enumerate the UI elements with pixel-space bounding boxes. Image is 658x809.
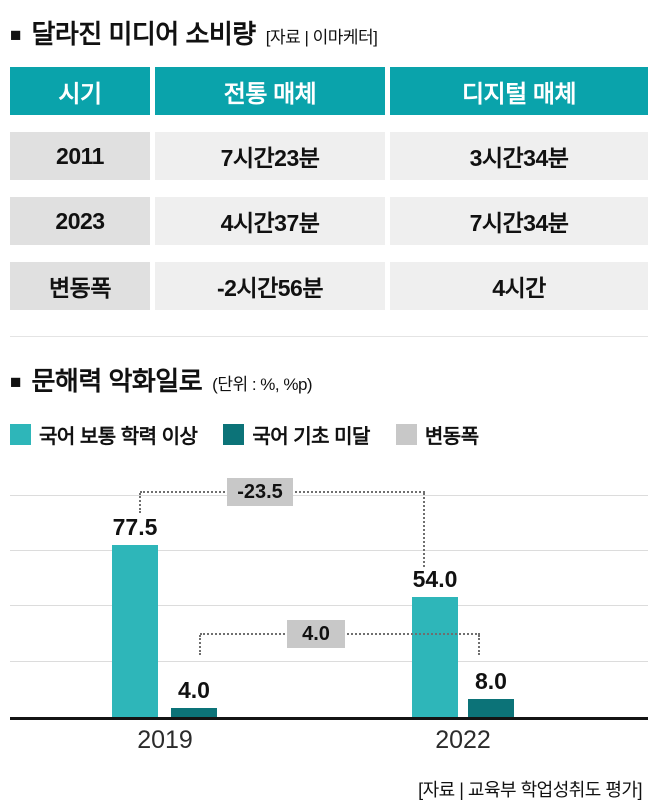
annotation-mid-right-stub bbox=[478, 635, 480, 655]
bar-group-2019-normal: 77.5 bbox=[112, 495, 158, 717]
chart-plot-area: 77.5 4.0 54.0 8.0 -23.5 bbox=[10, 478, 648, 717]
square-bullet-icon: ■ bbox=[10, 25, 22, 46]
bar-2019-below-basic bbox=[171, 708, 217, 717]
table-cell-change-traditional: -2시간56분 bbox=[155, 262, 385, 310]
annotation-mid-left-stub bbox=[199, 635, 201, 655]
legend-swatch-gray bbox=[395, 424, 417, 445]
section1-source-label: [자료 | 이마케터] bbox=[265, 28, 378, 47]
literacy-bar-chart: 77.5 4.0 54.0 8.0 -23.5 bbox=[10, 478, 648, 720]
gridline-75 bbox=[10, 549, 648, 551]
bar-2022-below-basic bbox=[468, 699, 514, 717]
section-divider bbox=[10, 336, 648, 337]
gridline-25 bbox=[10, 660, 648, 662]
bar-2019-normal bbox=[112, 544, 158, 717]
legend-item-change: 변동폭 bbox=[395, 420, 479, 449]
annotation-top-left-stub bbox=[139, 493, 141, 513]
bar-value-label: 8.0 bbox=[475, 668, 507, 695]
bar-2022-normal bbox=[412, 597, 458, 717]
annotation-change-below-basic: 4.0 bbox=[287, 620, 345, 648]
x-label-2019: 2019 bbox=[137, 726, 193, 754]
x-label-2022: 2022 bbox=[435, 726, 491, 754]
table-cell-2023-digital: 7시간34분 bbox=[390, 197, 648, 245]
table-cell-2011-digital: 3시간34분 bbox=[390, 132, 648, 180]
gridline-50 bbox=[10, 605, 648, 606]
table-row-label-2011: 2011 bbox=[10, 132, 150, 180]
legend-swatch-dark-teal bbox=[223, 424, 245, 445]
x-axis-baseline bbox=[10, 717, 648, 720]
bar-value-label: 77.5 bbox=[112, 513, 158, 540]
legend-label: 국어 보통 학력 이상 bbox=[39, 426, 198, 448]
chart-legend: 국어 보통 학력 이상 국어 기초 미달 변동폭 bbox=[10, 420, 648, 449]
table-cell-2023-traditional: 4시간37분 bbox=[155, 197, 385, 245]
table-cell-2011-traditional: 7시간23분 bbox=[155, 132, 385, 180]
table-row-label-2023: 2023 bbox=[10, 197, 150, 245]
table-header-digital: 디지털 매체 bbox=[390, 67, 648, 115]
table-header-traditional: 전통 매체 bbox=[155, 67, 385, 115]
legend-swatch-light-teal bbox=[10, 424, 31, 445]
annotation-change-normal: -23.5 bbox=[227, 478, 293, 506]
gridline-100 bbox=[10, 495, 648, 496]
legend-item-below-basic: 국어 기초 미달 bbox=[223, 420, 370, 449]
section2-unit-label: (단위 : %, %p) bbox=[212, 375, 313, 394]
section1-title: ■ 달라진 미디어 소비량 [자료 | 이마케터] bbox=[10, 14, 648, 51]
square-bullet-icon: ■ bbox=[10, 372, 22, 393]
section1-title-text: 달라진 미디어 소비량 bbox=[31, 19, 256, 49]
x-axis-labels: 2019 2022 bbox=[10, 720, 648, 754]
bar-value-label: 4.0 bbox=[178, 677, 210, 704]
bar-value-label: 54.0 bbox=[412, 566, 458, 593]
section2-title: ■ 문해력 악화일로 (단위 : %, %p) bbox=[10, 361, 648, 398]
bar-group-2022-below-basic: 8.0 bbox=[468, 495, 514, 717]
legend-label: 국어 기초 미달 bbox=[252, 426, 370, 448]
legend-item-normal: 국어 보통 학력 이상 bbox=[10, 420, 198, 449]
legend-label: 변동폭 bbox=[424, 426, 479, 448]
table-cell-change-digital: 4시간 bbox=[390, 262, 648, 310]
section2-title-text: 문해력 악화일로 bbox=[31, 366, 203, 396]
annotation-top-right-stub bbox=[423, 493, 425, 567]
bar-group-2022-normal: 54.0 bbox=[412, 495, 458, 717]
table-header-period: 시기 bbox=[10, 67, 150, 115]
table-row-label-change: 변동폭 bbox=[10, 262, 150, 310]
media-consumption-table: 시기 전통 매체 디지털 매체 2011 7시간23분 3시간34분 2023 … bbox=[10, 67, 648, 310]
bar-group-2019-below-basic: 4.0 bbox=[171, 495, 217, 717]
section2-source-label: [자료 | 교육부 학업성취도 평가] bbox=[418, 780, 642, 800]
